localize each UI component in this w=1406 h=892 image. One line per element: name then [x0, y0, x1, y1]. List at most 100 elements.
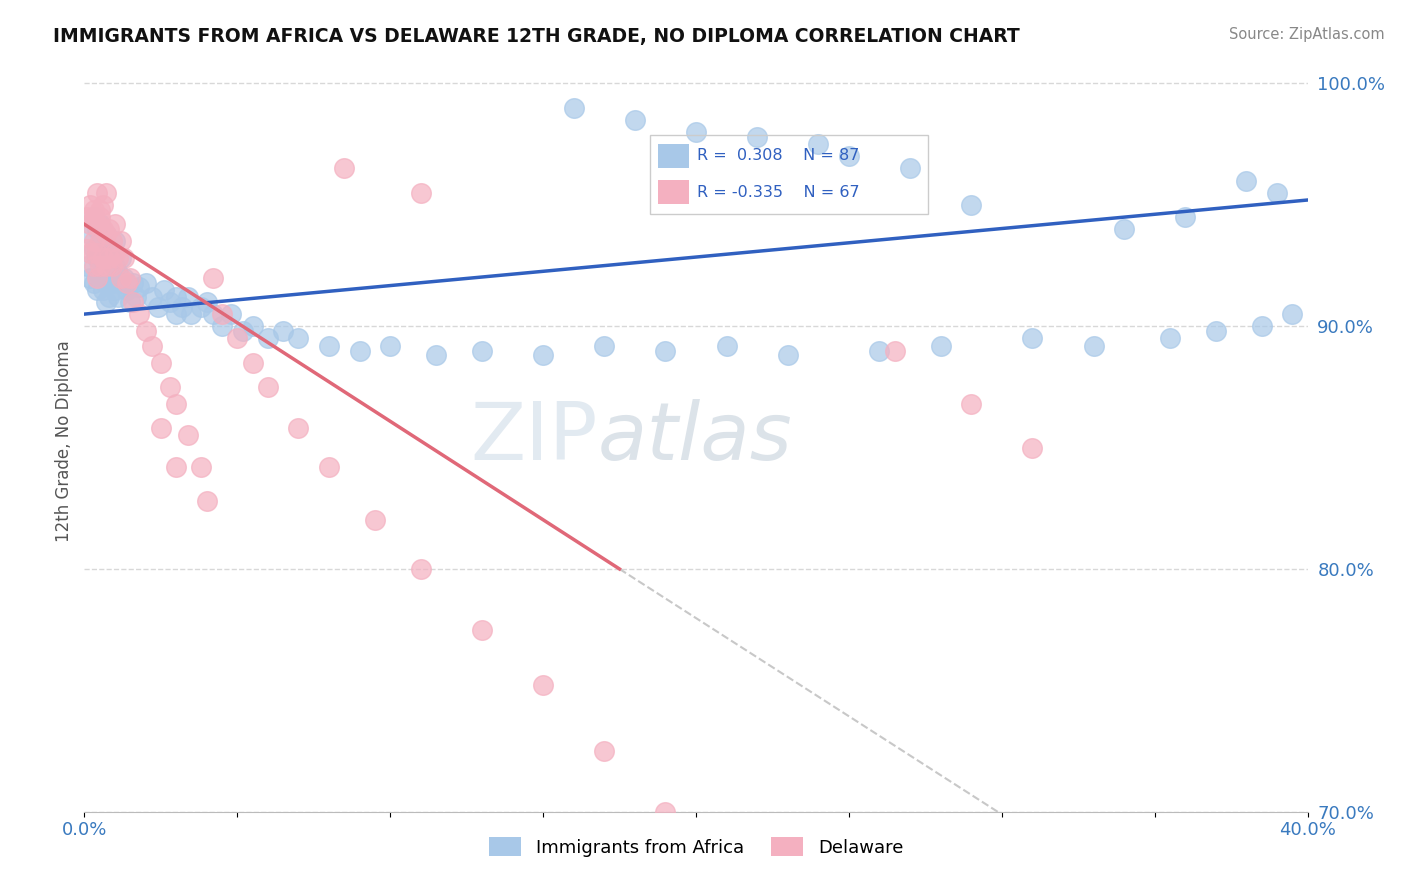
Point	[211, 307, 233, 321]
Point	[364, 513, 387, 527]
Point	[1265, 186, 1288, 200]
Point	[471, 623, 494, 637]
Point	[97, 222, 120, 236]
Point	[83, 242, 105, 256]
Point	[101, 259, 124, 273]
Point	[593, 339, 616, 353]
Point	[104, 234, 127, 248]
Point	[1174, 210, 1197, 224]
Point	[153, 283, 176, 297]
Point	[232, 324, 254, 338]
Point	[104, 259, 127, 273]
Point	[83, 234, 105, 248]
Point	[120, 295, 142, 310]
Point	[122, 276, 145, 290]
Point	[333, 161, 356, 176]
Point	[86, 283, 108, 297]
Point	[89, 246, 111, 260]
Point	[86, 270, 108, 285]
Point	[91, 283, 114, 297]
Point	[380, 339, 402, 353]
Point	[195, 494, 218, 508]
Point	[83, 202, 105, 217]
Point	[128, 280, 150, 294]
Point	[716, 339, 738, 353]
Point	[287, 331, 309, 345]
Point	[79, 198, 101, 212]
Point	[349, 343, 371, 358]
Text: R = -0.335    N = 67: R = -0.335 N = 67	[697, 185, 859, 200]
Point	[1083, 339, 1105, 353]
Point	[318, 460, 340, 475]
Point	[79, 246, 101, 260]
Point	[960, 397, 983, 411]
Bar	[658, 144, 689, 168]
Point	[177, 428, 200, 442]
Point	[195, 295, 218, 310]
Point	[685, 125, 707, 139]
Y-axis label: 12th Grade, No Diploma: 12th Grade, No Diploma	[55, 341, 73, 542]
Point	[115, 276, 138, 290]
Point	[83, 259, 105, 273]
Point	[1021, 331, 1043, 345]
Point	[89, 217, 111, 231]
Point	[94, 259, 117, 273]
Point	[86, 186, 108, 200]
Point	[79, 227, 101, 241]
Point	[110, 252, 132, 266]
Point	[107, 252, 129, 266]
Point	[104, 246, 127, 260]
Point	[94, 276, 117, 290]
Point	[211, 319, 233, 334]
Text: R =  0.308    N = 87: R = 0.308 N = 87	[697, 148, 859, 163]
Point	[318, 339, 340, 353]
Point	[110, 270, 132, 285]
Point	[149, 356, 172, 370]
Point	[79, 217, 101, 231]
Point	[869, 343, 891, 358]
Point	[97, 252, 120, 266]
Point	[177, 290, 200, 304]
Text: IMMIGRANTS FROM AFRICA VS DELAWARE 12TH GRADE, NO DIPLOMA CORRELATION CHART: IMMIGRANTS FROM AFRICA VS DELAWARE 12TH …	[53, 27, 1021, 45]
Point	[1250, 319, 1272, 334]
Point	[271, 324, 294, 338]
Point	[898, 161, 921, 176]
Point	[94, 227, 117, 241]
Point	[107, 266, 129, 280]
Point	[1236, 173, 1258, 187]
Point	[97, 290, 120, 304]
Point	[104, 217, 127, 231]
Point	[141, 339, 163, 353]
Point	[409, 186, 432, 200]
Point	[97, 266, 120, 280]
Point	[1021, 441, 1043, 455]
Legend: Immigrants from Africa, Delaware: Immigrants from Africa, Delaware	[479, 828, 912, 865]
Point	[86, 222, 108, 236]
Point	[83, 210, 105, 224]
Point	[1281, 307, 1303, 321]
Point	[883, 343, 905, 358]
Point	[654, 343, 676, 358]
Point	[94, 252, 117, 266]
Point	[128, 307, 150, 321]
Point	[110, 276, 132, 290]
Point	[425, 348, 447, 362]
Point	[120, 270, 142, 285]
Point	[531, 678, 554, 692]
Point	[190, 460, 212, 475]
Point	[776, 348, 799, 362]
Point	[141, 290, 163, 304]
Point	[97, 242, 120, 256]
Point	[172, 300, 194, 314]
Point	[159, 295, 181, 310]
Point	[135, 324, 157, 338]
Point	[149, 421, 172, 435]
Point	[89, 234, 111, 248]
Point	[135, 276, 157, 290]
Point	[960, 198, 983, 212]
Point	[1114, 222, 1136, 236]
Point	[929, 339, 952, 353]
Point	[86, 246, 108, 260]
Text: Source: ZipAtlas.com: Source: ZipAtlas.com	[1229, 27, 1385, 42]
Point	[190, 300, 212, 314]
